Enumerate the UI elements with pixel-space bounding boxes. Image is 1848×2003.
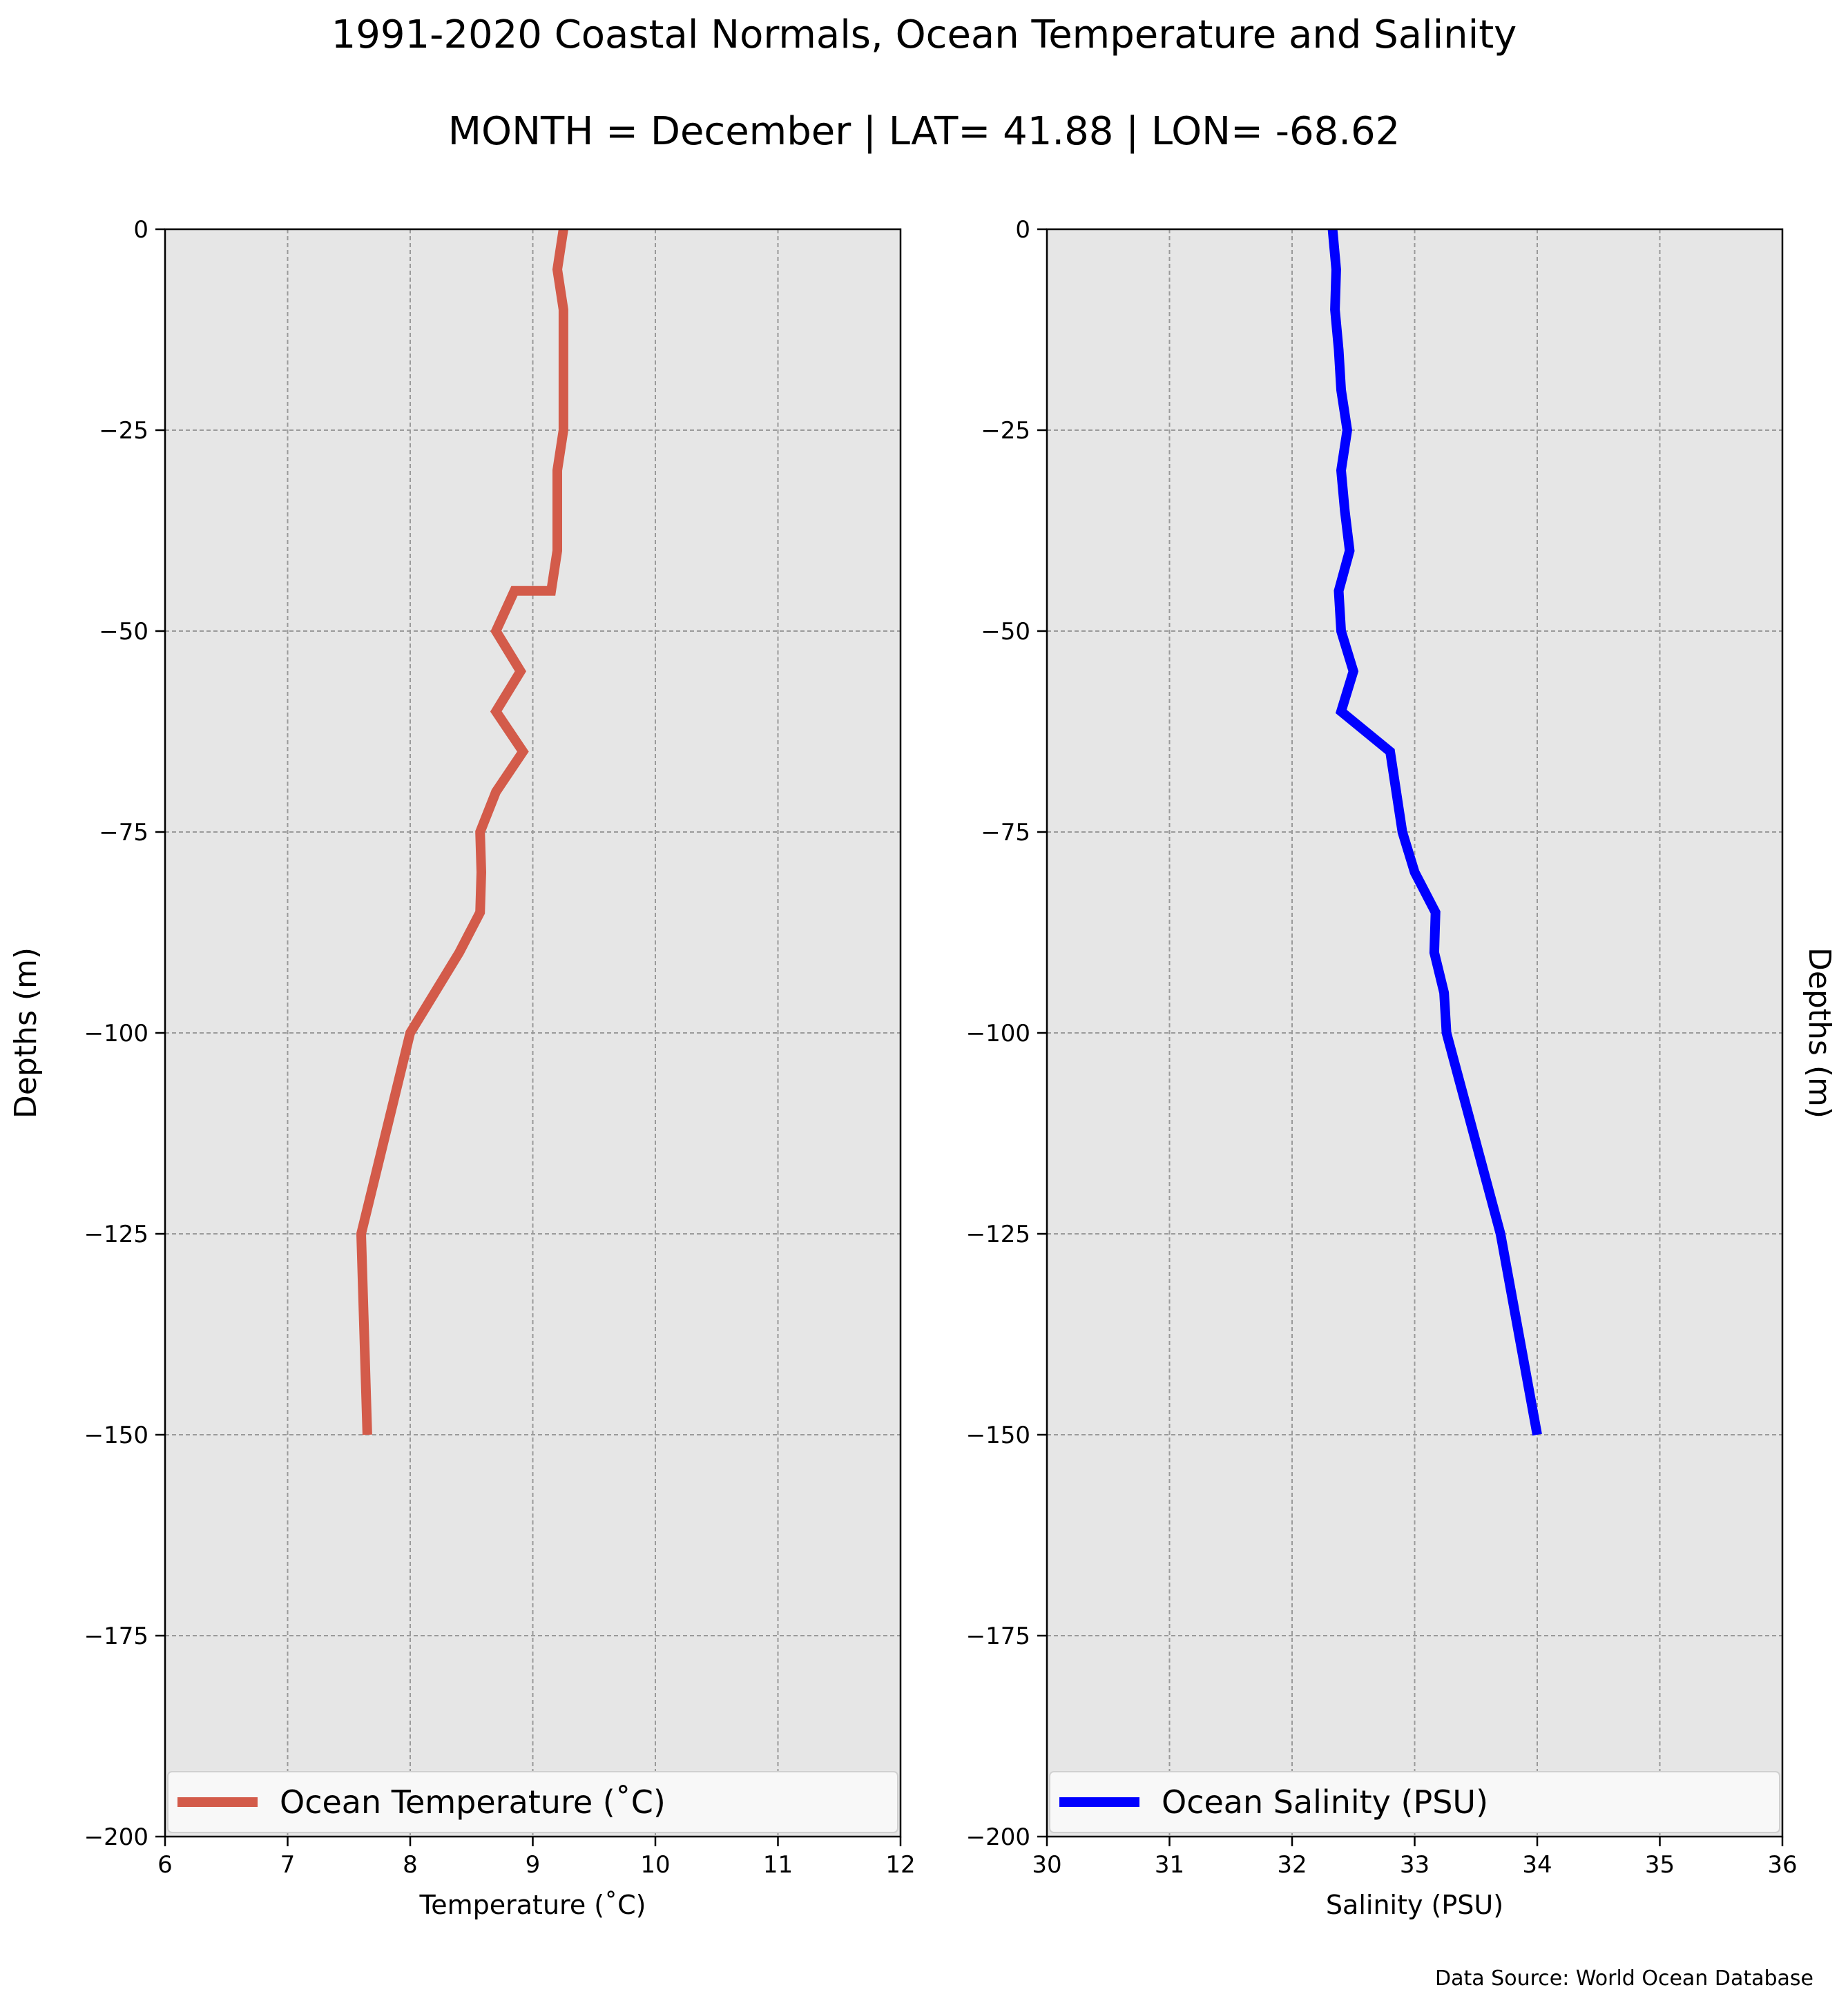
y-tick-label: −200 (84, 1823, 148, 1851)
chart-title: 1991-2020 Coastal Normals, Ocean Tempera… (331, 12, 1517, 57)
series-line-0 (356, 228, 568, 1435)
y-axis-label-right: Depths (m) (1802, 947, 1837, 1119)
x-tick-label: 33 (1400, 1851, 1430, 1879)
y-axis-label: Depths (m) (8, 947, 44, 1119)
y-tick-label: −200 (966, 1823, 1030, 1851)
x-tick-label: 10 (640, 1851, 670, 1879)
x-tick-label: 11 (763, 1851, 793, 1879)
legend-label: Ocean Salinity (PSU) (1162, 1783, 1488, 1821)
x-tick-label: 32 (1277, 1851, 1307, 1879)
x-axis-label: Salinity (PSU) (1326, 1890, 1503, 1920)
chart-panel-salinity: Ocean Salinity (PSU) 30 31 32 33 34 35 36 0 −25 −5… (966, 216, 1837, 1920)
legend-box (167, 1771, 898, 1833)
y-tick-label: 0 (1015, 216, 1030, 244)
y-tick-label: −50 (981, 618, 1030, 646)
x-tick-label: 35 (1645, 1851, 1675, 1879)
legend-box (1049, 1771, 1780, 1833)
legend: Ocean Temperature (˚C) (167, 1771, 898, 1833)
y-tick-label: −75 (99, 819, 148, 846)
y-tick-label: −125 (84, 1221, 148, 1248)
chart-subtitle: MONTH = December | LAT= 41.88 | LON= -68… (447, 109, 1401, 154)
y-tick-label: −75 (981, 819, 1030, 846)
x-axis-label: Temperature (˚C) (419, 1890, 646, 1920)
y-tick-label: −175 (966, 1623, 1030, 1650)
y-tick-label: −100 (966, 1020, 1030, 1047)
x-tick-label: 30 (1032, 1851, 1061, 1879)
x-tick-label: 8 (403, 1851, 418, 1879)
y-tick-label: −25 (981, 417, 1030, 445)
x-tick-label: 36 (1767, 1851, 1797, 1879)
legend-label: Ocean Temperature (˚C) (280, 1783, 666, 1821)
data-source-note: Data Source: World Ocean Database (1435, 1966, 1813, 1991)
y-tick-label: −150 (966, 1422, 1030, 1449)
x-tick-label: 34 (1522, 1851, 1552, 1879)
chart-panel-temperature: Ocean Temperature (˚C) 6 7 8 9 10 11 12 0 −25 −50 −… (8, 216, 916, 1920)
x-tick-label: 7 (280, 1851, 296, 1879)
y-tick-label: −175 (84, 1623, 148, 1650)
x-tick-label: 31 (1155, 1851, 1184, 1879)
series-line-0 (1327, 229, 1542, 1436)
y-tick-label: 0 (133, 216, 148, 244)
y-tick-label: −125 (966, 1221, 1030, 1248)
x-tick-label: 12 (885, 1851, 915, 1879)
x-tick-label: 9 (526, 1851, 541, 1879)
y-tick-label: −50 (99, 618, 148, 646)
legend: Ocean Salinity (PSU) (1049, 1771, 1780, 1833)
x-tick-label: 6 (157, 1851, 173, 1879)
y-tick-label: −25 (99, 417, 148, 445)
y-tick-label: −150 (84, 1422, 148, 1449)
y-tick-label: −100 (84, 1020, 148, 1047)
